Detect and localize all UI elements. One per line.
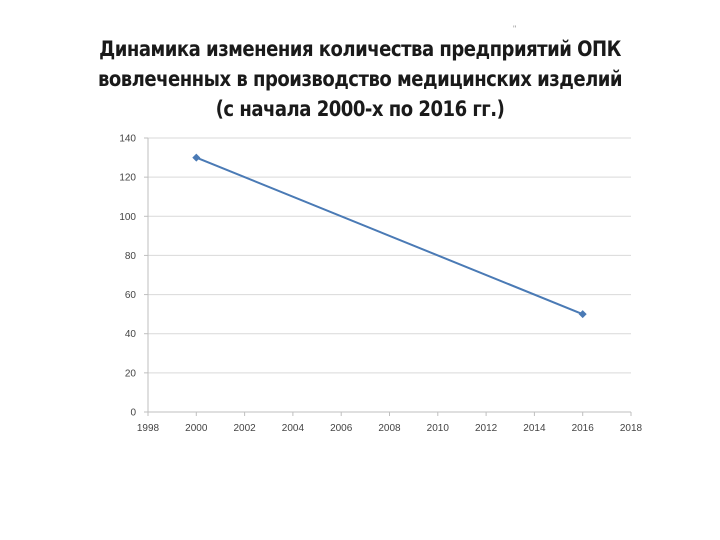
y-tick-label: 0 [130, 408, 136, 419]
x-tick-label: 2010 [427, 423, 450, 434]
x-tick-label: 2018 [620, 423, 643, 434]
x-tick-label: 2008 [378, 423, 401, 434]
data-series [192, 153, 587, 319]
title-line-2: вовлеченных в производство медицинских и… [97, 67, 623, 91]
x-tick-label: 2004 [282, 423, 305, 434]
series-line [195, 156, 584, 316]
y-tick-label: 80 [125, 251, 137, 262]
axes [144, 137, 632, 416]
y-tick-label: 140 [119, 134, 136, 145]
grid-lines [148, 137, 631, 374]
y-tick-label: 120 [119, 173, 136, 184]
stray-mark: " [513, 24, 517, 34]
title-line-1: Динамика изменения количества предприяти… [99, 37, 621, 61]
x-tick-label: 2002 [233, 423, 256, 434]
x-tick-label: 2012 [475, 423, 498, 434]
x-tick-labels: 1998 2000 2002 2004 2006 2008 2010 2012 2014 2016… [137, 423, 643, 434]
y-tick-label: 20 [125, 368, 137, 379]
y-tick-label: 100 [119, 212, 136, 223]
y-tick-label: 40 [125, 329, 137, 340]
x-tick-label: 2000 [185, 423, 208, 434]
data-point-2000 [192, 153, 201, 162]
title-line-3: (с начала 2000-х по 2016 гг.) [215, 97, 505, 121]
x-tick-label: 2006 [330, 423, 353, 434]
chart-title: Динамика изменения количества предприяти… [50, 34, 669, 124]
x-tick-label: 2014 [523, 423, 546, 434]
y-tick-labels: 0 20 40 60 80 100 120 140 [119, 134, 136, 419]
x-tick-label: 1998 [137, 423, 160, 434]
x-tick-label: 2016 [572, 423, 595, 434]
data-point-2016 [578, 310, 587, 319]
y-tick-label: 60 [125, 290, 137, 301]
